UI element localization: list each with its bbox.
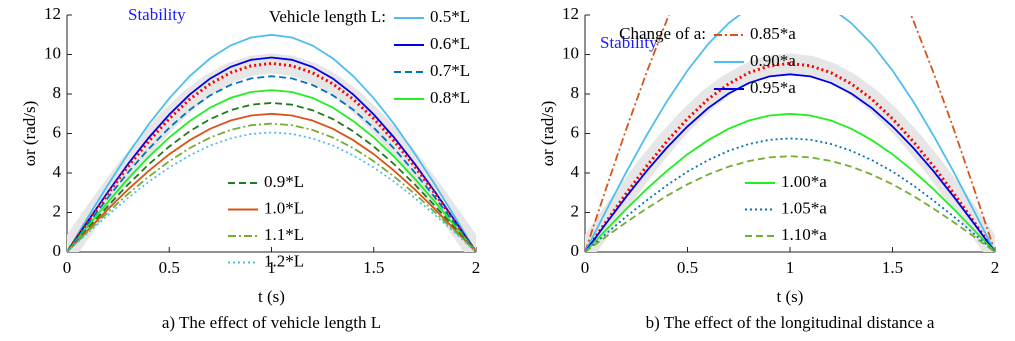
legend-label: 1.2*L: [264, 251, 304, 270]
legend-label: 0.90*a: [750, 51, 796, 70]
legend-label: 1.0*L: [264, 198, 304, 217]
y-tick-label: 6: [571, 122, 580, 141]
x-axis-label: t (s): [258, 287, 285, 306]
series-line: [67, 101, 476, 252]
series-line: [585, 112, 995, 252]
y-tick-label: 4: [571, 162, 580, 181]
legend-label: 1.10*a: [781, 225, 827, 244]
annotation: Stability: [600, 33, 658, 52]
y-tick-label: 2: [571, 201, 580, 220]
y-tick-label: 2: [53, 201, 62, 220]
caption: a) The effect of vehicle length L: [162, 313, 381, 332]
legend-label: 1.1*L: [264, 225, 304, 244]
y-tick-label: 12: [562, 4, 579, 23]
legend-label: 0.5*L: [430, 7, 470, 26]
series-line: [585, 73, 995, 252]
y-tick-label: 0: [571, 241, 580, 260]
legend-title: Vehicle length L:: [269, 7, 386, 26]
x-tick-label: 1.5: [363, 258, 384, 277]
y-axis-label: ωr (rad/s): [538, 101, 557, 166]
legend-label: 1.00*a: [781, 172, 827, 191]
legend-label: 0.95*a: [750, 78, 796, 97]
x-tick-label: 1.5: [882, 258, 903, 277]
x-tick-label: 1: [267, 258, 276, 277]
annotation: Stability: [128, 5, 186, 24]
x-tick-label: 0.5: [159, 258, 180, 277]
y-axis-label: ωr (rad/s): [20, 101, 39, 166]
series-line: [585, 15, 995, 252]
x-tick-label: 0: [581, 258, 590, 277]
x-tick-label: 1: [786, 258, 795, 277]
y-tick-label: 10: [562, 43, 579, 62]
series-line: [585, 15, 995, 252]
x-tick-label: 0: [63, 258, 72, 277]
x-axis-label: t (s): [777, 287, 804, 306]
y-tick-label: 8: [571, 83, 580, 102]
series-line: [585, 137, 995, 252]
y-tick-label: 6: [53, 122, 62, 141]
legend-label: 0.7*L: [430, 61, 470, 80]
plot-lines: [585, 15, 995, 252]
series-line: [67, 75, 476, 252]
y-tick-label: 12: [44, 4, 61, 23]
legend-label: 0.85*a: [750, 24, 796, 43]
y-tick-label: 4: [53, 162, 62, 181]
series-line: [67, 112, 476, 252]
legend-label: 0.9*L: [264, 172, 304, 191]
y-tick-label: 0: [53, 241, 62, 260]
y-tick-label: 10: [44, 43, 61, 62]
series-line: [67, 61, 476, 252]
series-line: [67, 122, 476, 252]
series-line: [67, 89, 476, 252]
legend-label: 1.05*a: [781, 198, 827, 217]
series-line: [67, 56, 476, 252]
legend-title: Change of a:: [619, 24, 706, 43]
x-tick-label: 0.5: [677, 258, 698, 277]
legend-label: 0.8*L: [430, 88, 470, 107]
y-tick-label: 8: [53, 83, 62, 102]
series-line: [585, 155, 995, 252]
series-line: [67, 131, 476, 252]
caption: b) The effect of the longitudinal distan…: [646, 313, 935, 332]
legend-label: 0.6*L: [430, 34, 470, 53]
plot-lines: [67, 33, 476, 252]
series-line: [585, 61, 995, 252]
x-tick-label: 2: [991, 258, 1000, 277]
x-tick-label: 2: [472, 258, 481, 277]
series-line: [67, 33, 476, 252]
